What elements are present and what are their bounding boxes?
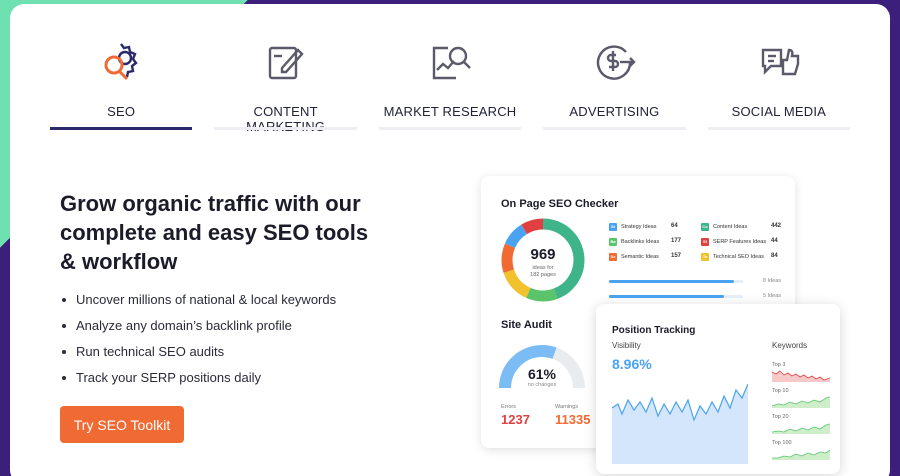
progress-label: 5 Ideas <box>763 293 782 299</box>
audit-sub: no changes <box>527 382 557 388</box>
visibility-value: 8.96% <box>612 356 652 372</box>
top10-sparkline <box>772 396 830 408</box>
site-audit-gauge <box>499 345 585 389</box>
tab-indicator <box>378 127 522 130</box>
position-tracking-panel: Position Tracking Visibility 8.96% Keywo… <box>596 304 840 474</box>
on-page-title: On Page SEO Checker <box>501 198 619 210</box>
top20-sparkline <box>772 423 830 434</box>
ideas-progress-fill <box>609 295 725 298</box>
feature-item: Uncover millions of national & local key… <box>60 292 336 307</box>
feature-item: Run technical SEO audits <box>60 344 336 359</box>
feature-item: Track your SERP positions daily <box>60 370 336 385</box>
tab-label: SOCIAL MEDIA <box>731 104 827 119</box>
tab-advertising[interactable]: ADVERTISING <box>543 30 686 130</box>
tab-market-research[interactable]: MARKET RESEARCH <box>378 30 522 130</box>
idea-label: SERP Features Ideas <box>713 239 767 245</box>
seo-gear-icon <box>104 43 138 81</box>
tab-content-marketing[interactable]: CONTENT MARKETING <box>214 30 357 134</box>
top3-sparkline <box>772 370 830 382</box>
tab-indicator <box>214 127 357 130</box>
try-seo-toolkit-button[interactable]: Try SEO Toolkit <box>60 406 184 443</box>
idea-tag: Ba <box>609 238 617 246</box>
site-audit-title: Site Audit <box>501 319 552 331</box>
tab-indicator <box>50 127 193 130</box>
advertising-dollar-icon <box>597 45 637 80</box>
keywords-label: Keywords <box>772 341 808 350</box>
idea-value: 442 <box>771 223 782 229</box>
warnings-value: 11335 <box>555 412 591 427</box>
main-card: SEO CONTENT MARKETING <box>10 4 890 476</box>
idea-label: Semantic Ideas <box>621 254 659 260</box>
ideas-donut-chart <box>501 218 585 302</box>
donut-sub1: ideas for <box>532 265 554 271</box>
tab-label: MARKET RESEARCH <box>383 104 517 119</box>
idea-value: 64 <box>671 223 678 229</box>
idea-label: Strategy Ideas <box>621 224 657 230</box>
audit-percent: 61% <box>527 366 557 382</box>
idea-tag: Te <box>701 253 709 261</box>
keyword-row-label: Top 100 <box>772 440 792 446</box>
idea-tag: St <box>609 223 617 231</box>
tab-label: SEO <box>107 104 136 119</box>
visibility-label: Visibility <box>612 341 641 350</box>
donut-sub2: 182 pages <box>530 272 556 278</box>
content-edit-icon <box>268 46 304 80</box>
tab-indicator <box>707 127 851 130</box>
idea-label: Content Ideas <box>713 224 748 230</box>
donut-value: 969 <box>530 246 556 263</box>
feature-list: Uncover millions of national & local key… <box>60 292 336 396</box>
idea-label: Backlinks Ideas <box>621 239 660 245</box>
idea-value: 177 <box>671 238 682 244</box>
progress-label: 8 Ideas <box>763 278 782 284</box>
tab-label: ADVERTISING <box>569 104 660 119</box>
idea-value: 84 <box>771 253 778 259</box>
tab-seo[interactable]: SEO <box>50 30 193 130</box>
keyword-row-label: Top 3 <box>772 362 786 368</box>
tab-social-media[interactable]: SOCIAL MEDIA <box>707 30 851 130</box>
tab-bar: SEO CONTENT MARKETING <box>50 30 851 134</box>
tab-indicator <box>543 127 686 130</box>
position-tracking-title: Position Tracking <box>612 325 696 336</box>
idea-label: Technical SEO Ideas <box>713 254 765 260</box>
keyword-row-label: Top 10 <box>772 388 789 394</box>
ideas-progress-track <box>609 280 743 283</box>
errors-value: 1237 <box>501 412 530 427</box>
idea-tag: Sf <box>701 238 709 246</box>
feature-item: Analyze any domain’s backlink profile <box>60 318 336 333</box>
ideas-progress-track <box>609 295 743 298</box>
idea-tag: Co <box>701 223 709 231</box>
visibility-area-chart <box>612 383 748 464</box>
idea-tag: Se <box>609 253 617 261</box>
hero-headline: Grow organic traffic with our complete a… <box>60 191 369 274</box>
tab-label: CONTENT MARKETING <box>246 104 325 134</box>
warnings-label: Warnings <box>555 404 579 410</box>
top100-sparkline <box>772 449 830 460</box>
idea-value: 44 <box>771 238 778 244</box>
social-like-icon <box>761 48 800 76</box>
errors-label: Errors <box>501 404 516 410</box>
idea-value: 157 <box>671 253 682 259</box>
ideas-progress-fill <box>609 280 734 283</box>
keyword-row-label: Top 20 <box>772 414 789 420</box>
market-research-icon <box>432 46 471 80</box>
